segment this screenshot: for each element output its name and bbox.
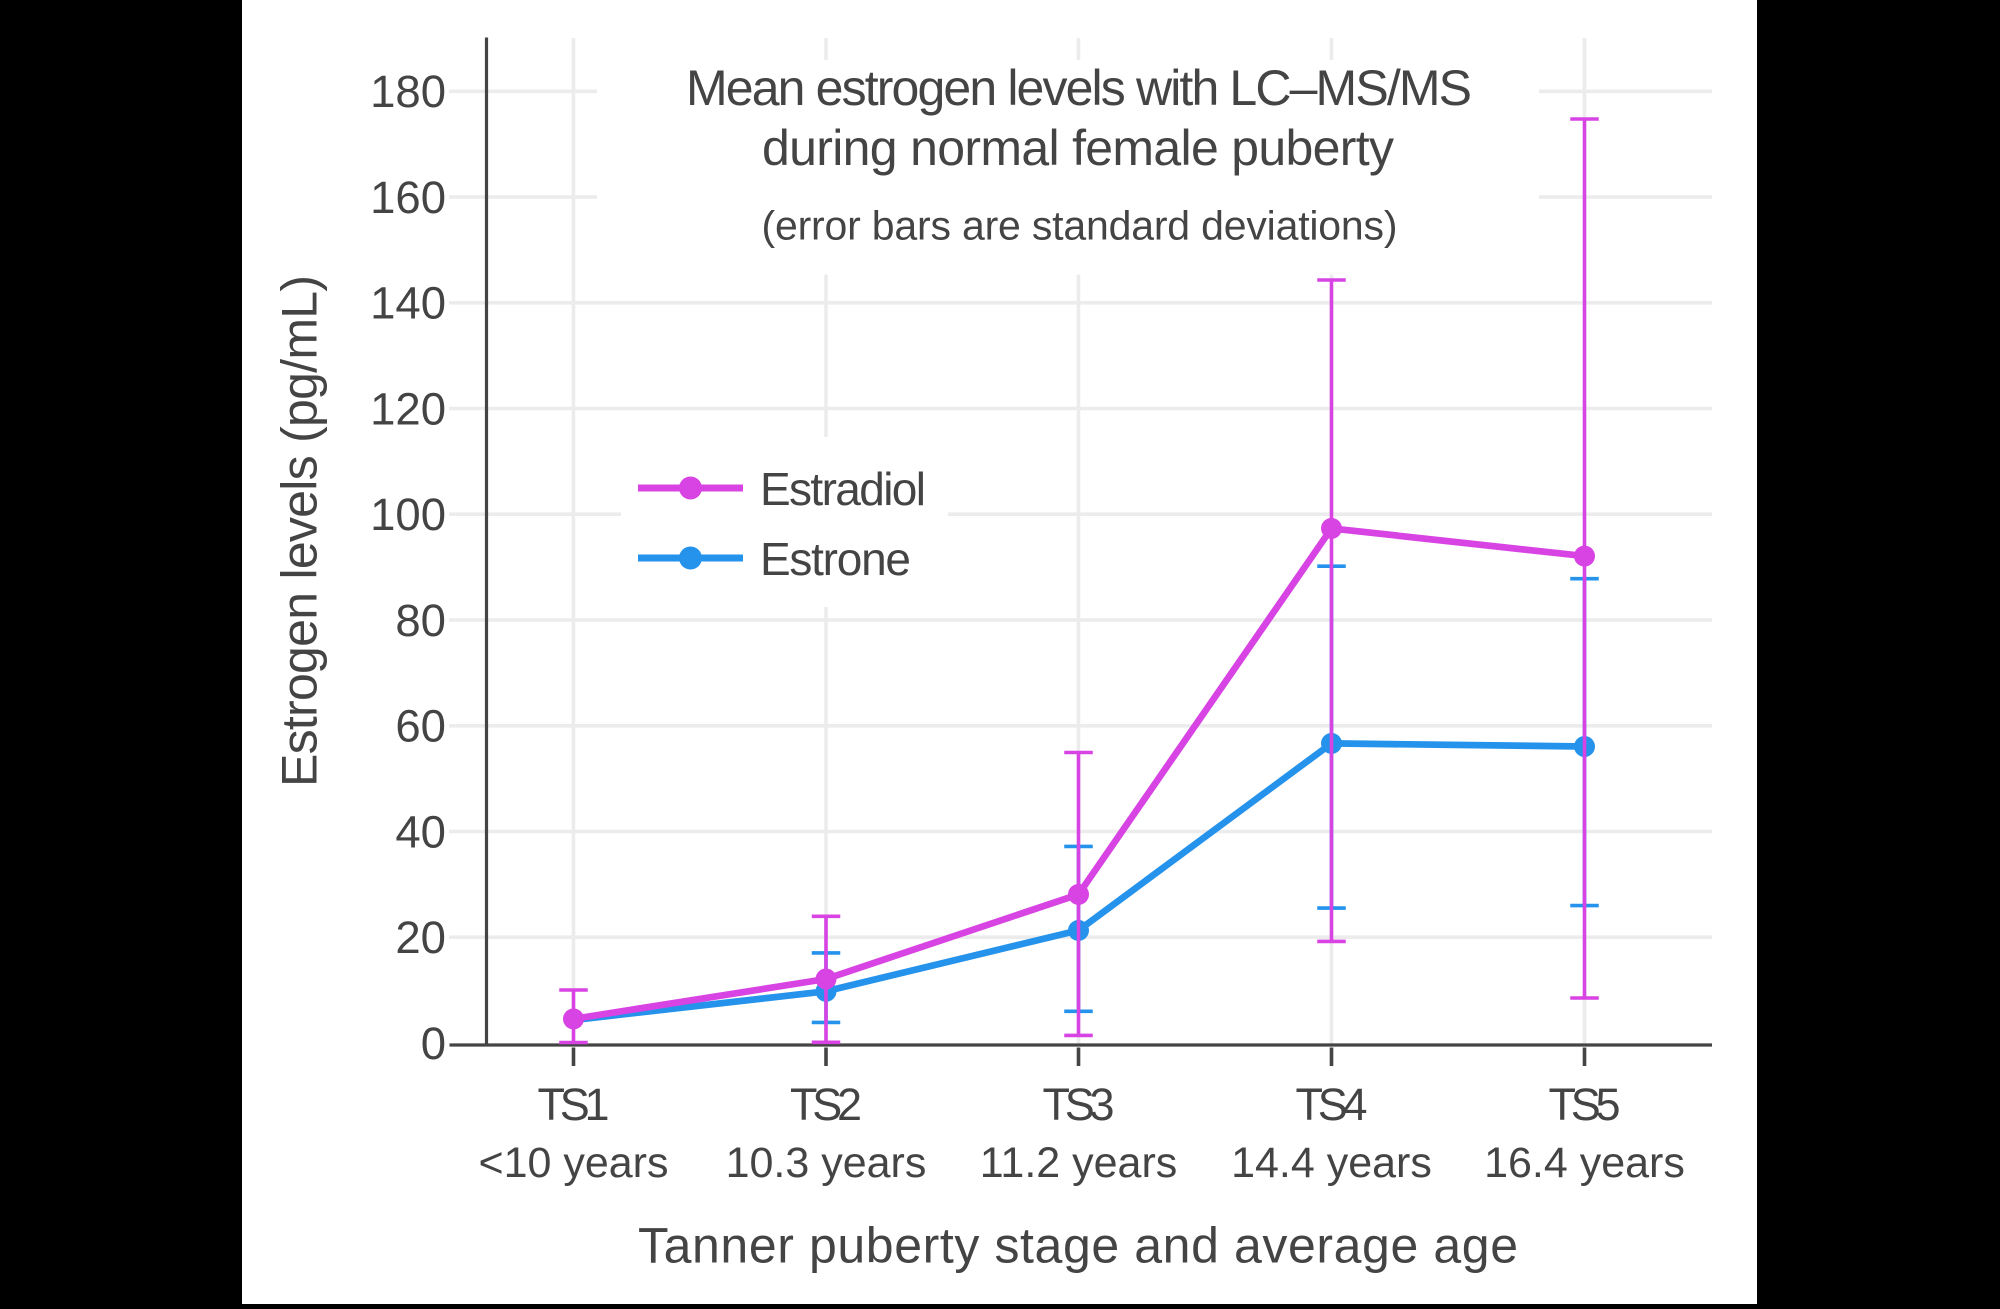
- svg-text:16.4 years: 16.4 years: [1484, 1139, 1685, 1187]
- svg-text:160: 160: [370, 172, 446, 223]
- svg-text:Mean estrogen levels with LC–M: Mean estrogen levels with LC–MS/MS: [686, 60, 1472, 116]
- svg-text:180: 180: [370, 66, 446, 117]
- svg-text:TS1: TS1: [538, 1079, 610, 1130]
- svg-text:20: 20: [395, 912, 446, 963]
- svg-text:<10 years: <10 years: [478, 1139, 668, 1187]
- svg-text:TS5: TS5: [1549, 1079, 1621, 1130]
- svg-text:140: 140: [370, 278, 446, 329]
- svg-text:40: 40: [395, 806, 446, 857]
- svg-text:10.3 years: 10.3 years: [726, 1139, 927, 1187]
- svg-text:11.2 years: 11.2 years: [980, 1139, 1178, 1187]
- svg-text:TS3: TS3: [1043, 1079, 1115, 1130]
- svg-text:TS2: TS2: [790, 1079, 862, 1130]
- svg-text:Tanner puberty stage and avera: Tanner puberty stage and average age: [638, 1218, 1518, 1274]
- svg-text:60: 60: [395, 701, 446, 752]
- svg-text:120: 120: [370, 383, 446, 434]
- svg-text:Estradiol: Estradiol: [760, 463, 926, 515]
- svg-text:Estrone: Estrone: [760, 533, 911, 585]
- svg-text:100: 100: [370, 489, 446, 540]
- svg-text:(error bars are standard devia: (error bars are standard deviations): [762, 203, 1398, 249]
- svg-text:Estrogen levels (pg/mL): Estrogen levels (pg/mL): [272, 275, 328, 787]
- svg-text:80: 80: [395, 595, 446, 646]
- svg-text:TS4: TS4: [1296, 1079, 1368, 1130]
- svg-text:0: 0: [421, 1018, 446, 1069]
- svg-text:during normal female puberty: during normal female puberty: [762, 120, 1394, 176]
- svg-text:14.4 years: 14.4 years: [1231, 1139, 1432, 1187]
